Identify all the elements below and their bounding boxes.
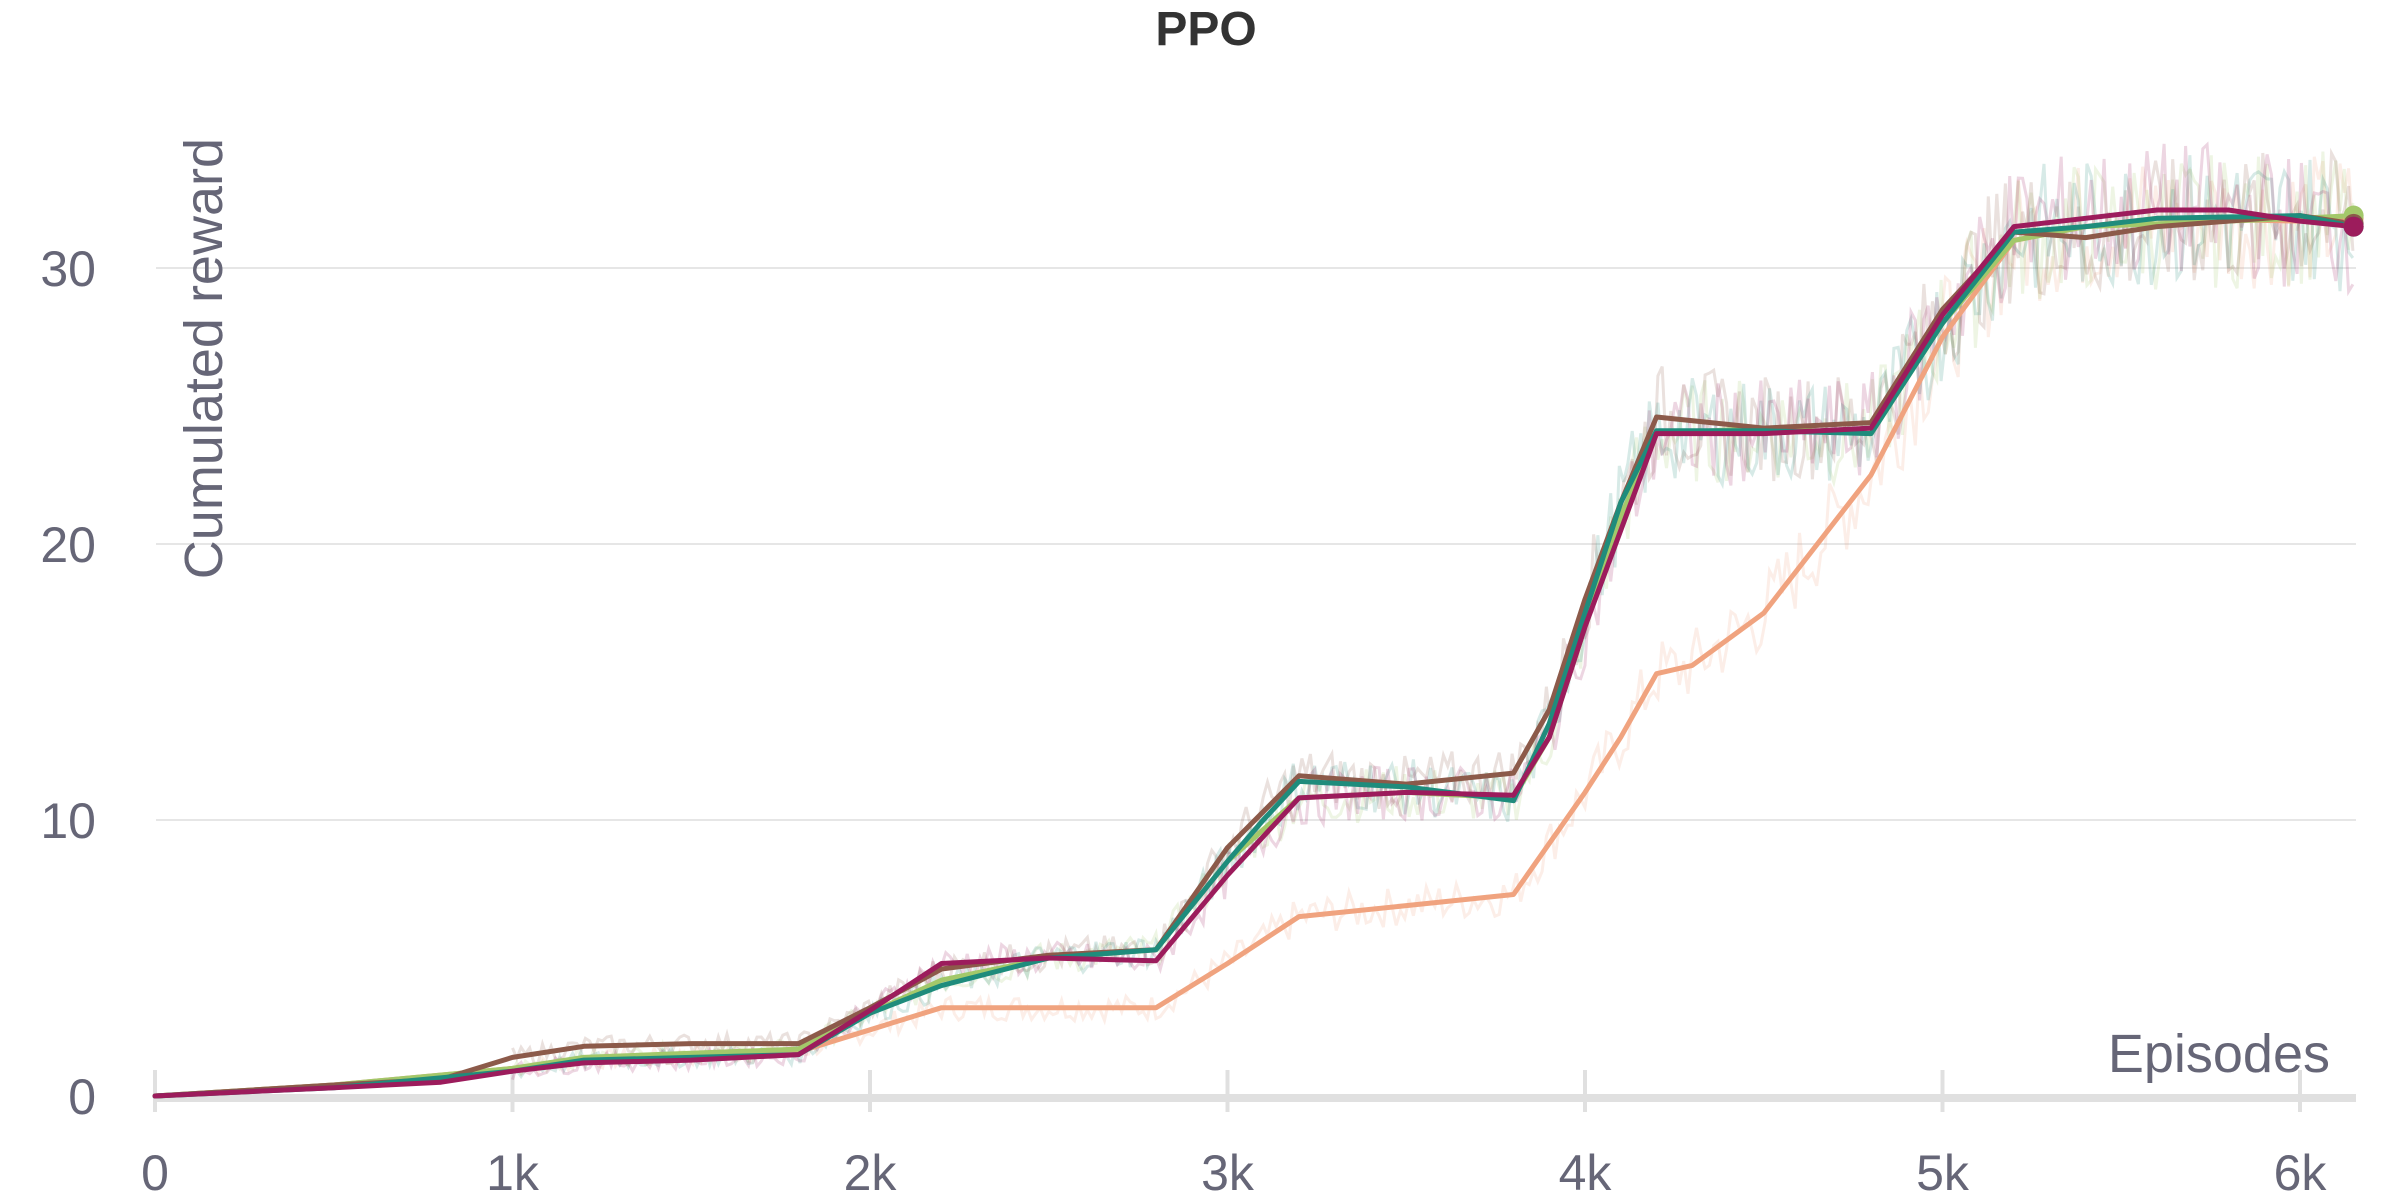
series-line-3 xyxy=(152,213,2357,1099)
axis-layer xyxy=(153,1070,2356,1112)
x-tick-label-1: 1k xyxy=(486,1145,540,1200)
series-line-1 xyxy=(152,213,2357,1099)
x-tick-label-2: 2k xyxy=(844,1145,898,1200)
series-noise-2 xyxy=(511,147,2355,1065)
x-axis-label: Episodes xyxy=(2108,1024,2330,1084)
series-noise-0 xyxy=(511,156,2355,1077)
y-tick-label-2: 20 xyxy=(40,517,96,573)
x-tick-label-4: 4k xyxy=(1559,1145,1613,1200)
y-tick-label-3: 30 xyxy=(40,241,96,297)
x-tick-label-3: 3k xyxy=(1201,1145,1255,1200)
end-marker-layer xyxy=(2343,205,2364,237)
series-line-0 xyxy=(152,215,2357,1099)
grid-layer xyxy=(156,267,2356,821)
y-tick-label-0: 0 xyxy=(68,1069,96,1125)
series-line-4 xyxy=(152,207,2357,1099)
chart-title: PPO xyxy=(1155,3,1256,56)
x-tick-label-5: 5k xyxy=(1916,1145,1970,1200)
series-noise-3 xyxy=(512,155,2355,1080)
series-layer xyxy=(152,141,2357,1099)
y-tick-label-1: 10 xyxy=(40,793,96,849)
series-end-point-4 xyxy=(2343,216,2364,237)
series-noise-1 xyxy=(511,151,2355,1078)
series-noise-4 xyxy=(511,141,2355,1081)
x-tick-label-6: 6k xyxy=(2274,1145,2328,1200)
tick-label-layer: 0 10 20 30 0 1k 2k 3k 4k 5k 6k xyxy=(40,241,2327,1200)
series-line-2 xyxy=(152,213,2357,1099)
x-tick-label-0: 0 xyxy=(141,1145,169,1200)
y-axis-label: Cumulated reward xyxy=(174,138,234,579)
